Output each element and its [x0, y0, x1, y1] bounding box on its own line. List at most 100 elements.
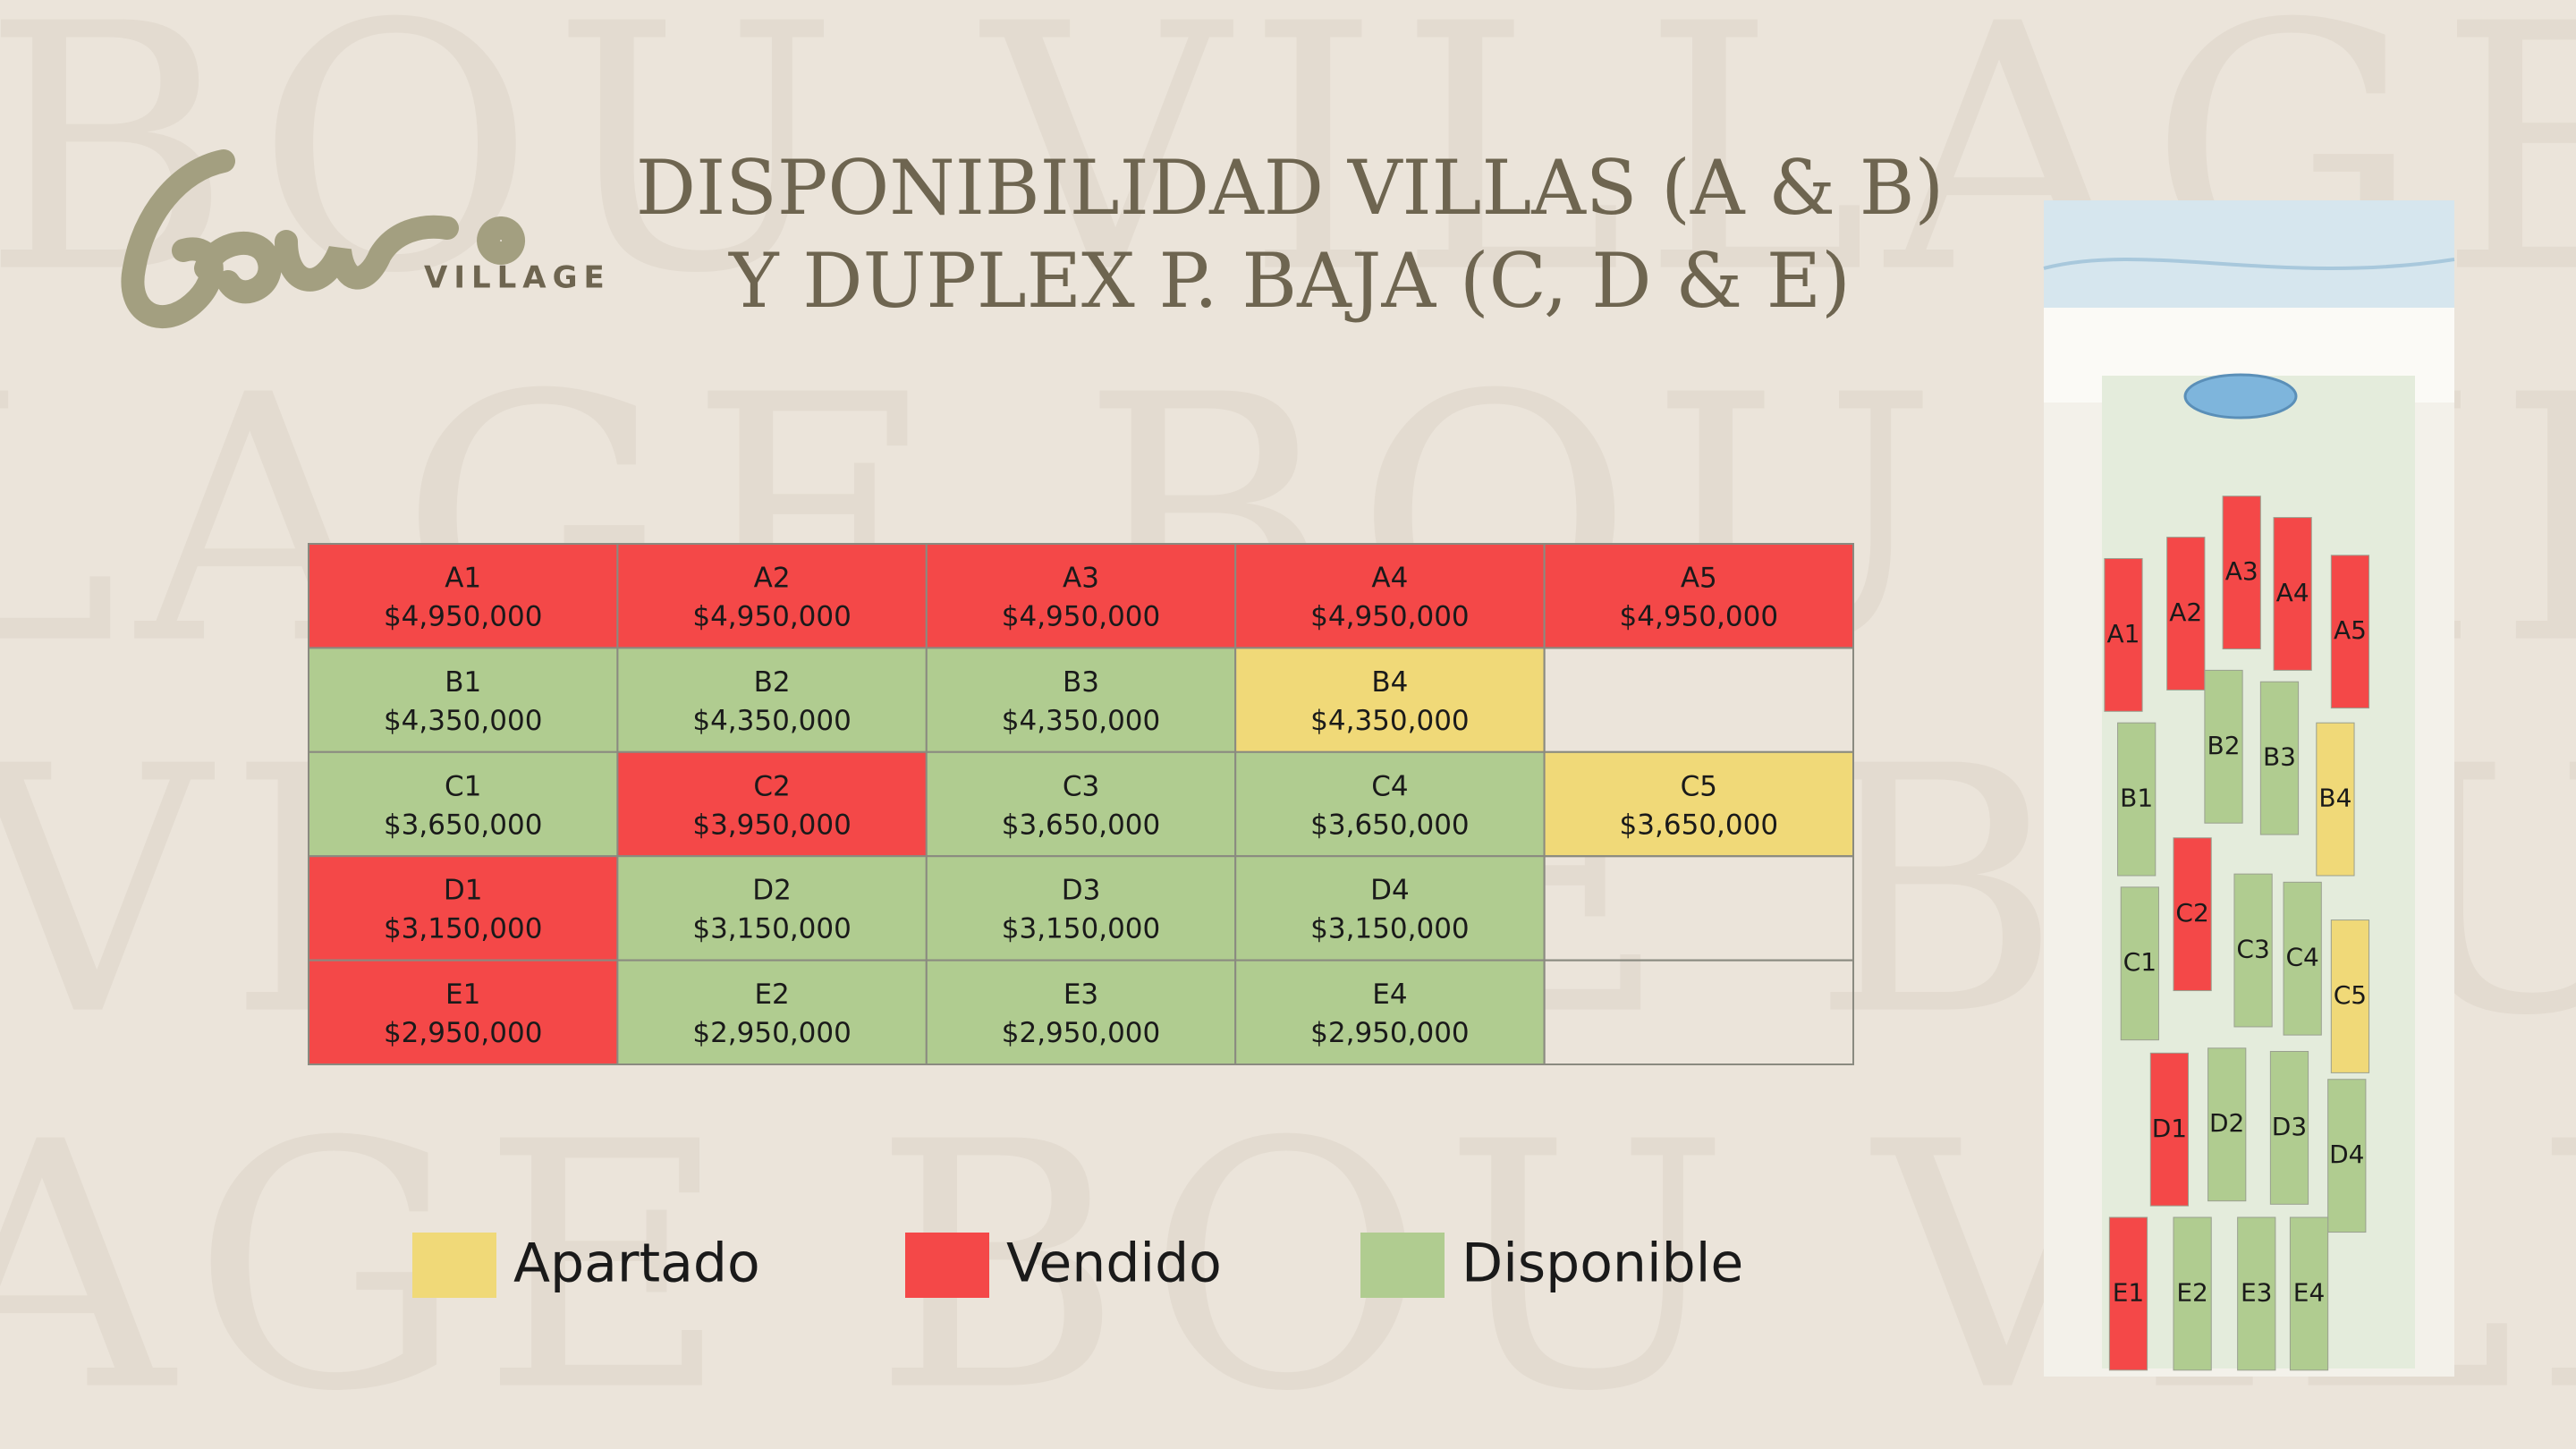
map-unit — [2330, 555, 2370, 709]
unit-label: C5 — [1681, 770, 1717, 802]
unit-price: $4,950,000 — [384, 601, 543, 633]
unit-label: B2 — [754, 666, 791, 699]
unit-label: C1 — [445, 770, 481, 802]
unit-label: D1 — [444, 875, 483, 907]
map-unit — [2108, 1216, 2148, 1371]
map-sea — [2044, 200, 2454, 308]
table-cell — [1543, 543, 1854, 649]
unit-label: D2 — [752, 875, 792, 907]
unit-label: A3 — [1063, 563, 1099, 595]
table-cell — [1543, 959, 1854, 1065]
map-unit-label: A3 — [2225, 556, 2258, 586]
map-unit-label: D4 — [2329, 1140, 2364, 1169]
map-unit-label: E4 — [2293, 1277, 2326, 1307]
unit-price: $3,650,000 — [1310, 809, 1470, 841]
site-map: A1 A2 A3 A4 A5 B1 B2 B3 B4 C1 C2 C3 C4 C5 D1 D2 D3 D4 E1 E2… — [2043, 200, 2455, 1377]
map-unit-label: C3 — [2236, 935, 2269, 964]
unit-price: $2,950,000 — [692, 1017, 852, 1049]
unit-price: $4,350,000 — [692, 705, 852, 737]
logo: VILLAGE — [121, 149, 611, 329]
unit-label: E1 — [445, 979, 480, 1011]
map-unit-label: B3 — [2263, 742, 2296, 772]
unit-label: E3 — [1063, 979, 1098, 1011]
map-unit — [2330, 919, 2370, 1073]
unit-label: A2 — [754, 563, 791, 595]
map-unit-label: C4 — [2285, 943, 2318, 972]
unit-price: $3,650,000 — [384, 809, 543, 841]
unit-label: A5 — [1681, 563, 1717, 595]
table-cell — [925, 543, 1237, 649]
map-unit — [2289, 1216, 2329, 1371]
map-unit — [2327, 1079, 2367, 1233]
map-unit-label: C5 — [2334, 980, 2367, 1010]
unit-label: C3 — [1063, 770, 1099, 802]
title-line: DISPONIBILIDAD VILLAS (A & B) — [636, 144, 1945, 232]
map-unit — [2120, 886, 2159, 1041]
map-unit — [2259, 681, 2300, 835]
map-unit-label: C1 — [2123, 947, 2157, 977]
map-unit-label: A2 — [2169, 597, 2202, 627]
map-unit — [2237, 1216, 2276, 1371]
map-unit-label: B1 — [2120, 784, 2153, 813]
table-cell — [616, 959, 928, 1065]
unit-price: $3,650,000 — [1620, 809, 1779, 841]
table-cell — [308, 750, 619, 858]
logo-text: VILLAGE — [424, 260, 611, 296]
map-unit — [2273, 517, 2312, 671]
unit-price: $4,350,000 — [1310, 705, 1470, 737]
logo-mark — [121, 149, 526, 329]
unit-label: A1 — [445, 563, 481, 595]
map-unit-label: D2 — [2209, 1108, 2244, 1138]
map-unit — [2233, 873, 2273, 1028]
map-unit — [2269, 1051, 2309, 1205]
map-unit-label: D3 — [2272, 1112, 2307, 1141]
table-cell — [1234, 647, 1546, 753]
unit-label: D4 — [1370, 875, 1410, 907]
table-cell — [1234, 959, 1546, 1065]
map-unit — [2222, 496, 2261, 650]
map-unit — [2173, 837, 2212, 992]
unit-price: $3,650,000 — [1002, 809, 1161, 841]
legend-label: Vendido — [1006, 1233, 1222, 1295]
map-unit-label: B4 — [2318, 784, 2351, 813]
map-unit-label: E1 — [2113, 1277, 2145, 1307]
unit-label: B1 — [445, 666, 481, 699]
unit-price: $3,150,000 — [384, 913, 543, 945]
map-unit — [2149, 1052, 2190, 1207]
table-cell — [925, 855, 1237, 962]
unit-price: $4,950,000 — [1310, 601, 1470, 633]
map-unit-label: C2 — [2175, 898, 2208, 928]
table-cell — [308, 959, 619, 1065]
map-unit-label: A5 — [2334, 615, 2367, 645]
unit-label: C4 — [1371, 770, 1408, 802]
map-unit — [2117, 722, 2157, 877]
unit-label: B3 — [1063, 666, 1099, 699]
legend-label: Disponible — [1462, 1233, 1743, 1295]
unit-price: $4,950,000 — [1002, 601, 1161, 633]
table-cell — [616, 647, 928, 753]
unit-price: $4,950,000 — [692, 601, 852, 633]
map-unit — [2204, 669, 2243, 824]
map-unit-label: B2 — [2207, 731, 2241, 760]
unit-label: E2 — [754, 979, 789, 1011]
map-unit — [2207, 1047, 2247, 1202]
map-unit — [2104, 557, 2143, 712]
table-cell — [1234, 750, 1546, 858]
legend-swatch — [1360, 1233, 1445, 1298]
table-cell — [616, 750, 928, 858]
map-unit — [2283, 881, 2322, 1036]
table-cell — [616, 543, 928, 649]
table-cell — [308, 855, 619, 962]
unit-price: $2,950,000 — [1002, 1017, 1161, 1049]
unit-price: $4,350,000 — [1002, 705, 1161, 737]
legend-swatch — [905, 1233, 989, 1298]
map-unit-label: E2 — [2176, 1277, 2208, 1307]
table-cell — [1234, 855, 1546, 962]
unit-price: $3,950,000 — [692, 809, 852, 841]
table-cell — [1234, 543, 1546, 649]
unit-label: A4 — [1371, 563, 1408, 595]
table-cell — [616, 855, 928, 962]
unit-price: $3,150,000 — [1002, 913, 1161, 945]
legend: Apartado Vendido Disponible — [412, 1233, 1743, 1298]
